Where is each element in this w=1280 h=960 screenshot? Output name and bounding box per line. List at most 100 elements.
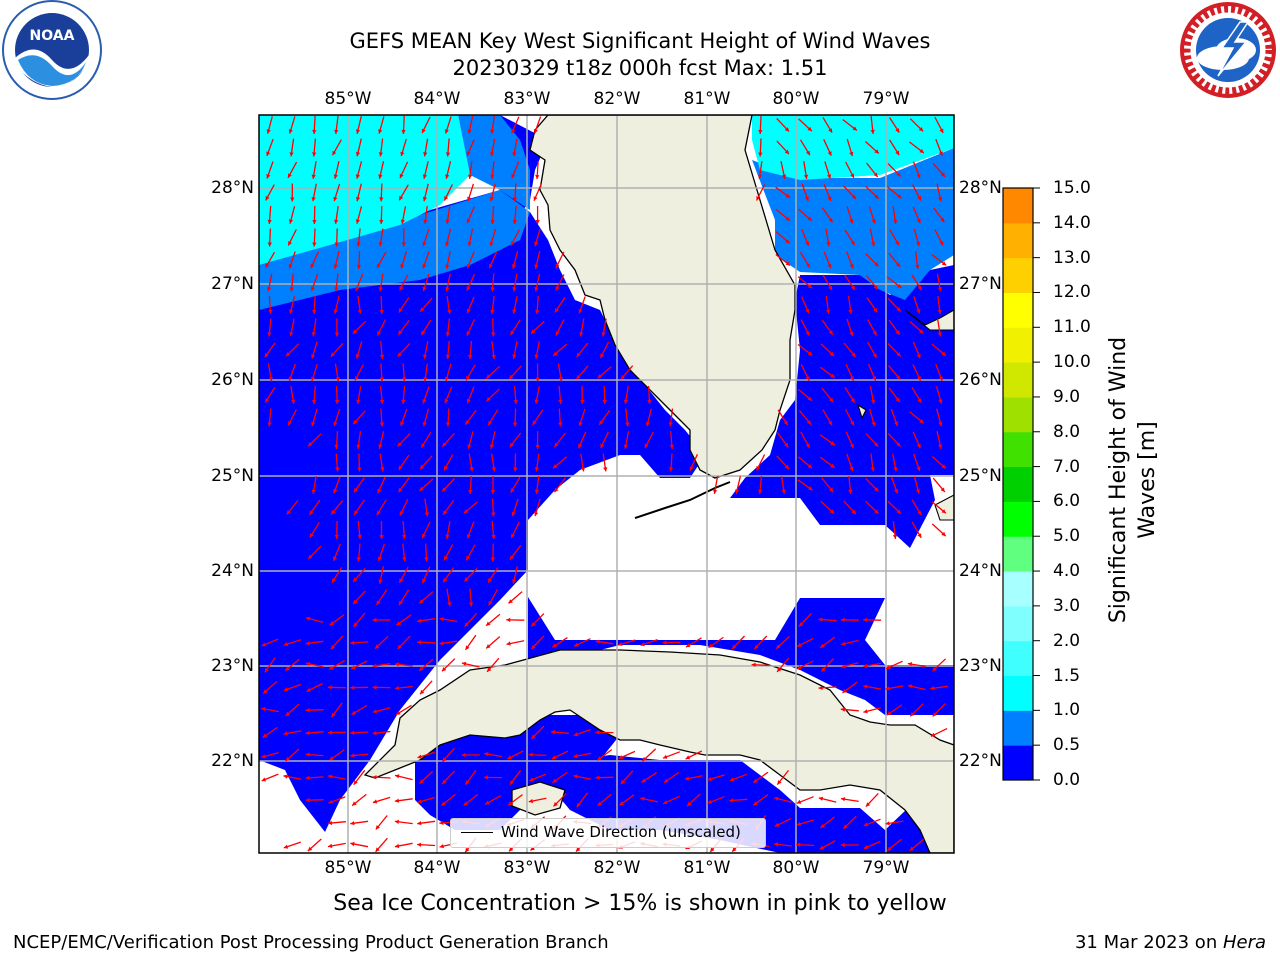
wave-direction-arrowhead xyxy=(804,196,809,201)
wave-direction-arrowhead xyxy=(420,689,425,695)
wave-direction-arrowhead xyxy=(491,512,496,517)
wave-direction-arrowhead xyxy=(283,642,289,647)
wave-direction-arrowhead xyxy=(377,556,382,561)
lon-label-top: 85°W xyxy=(324,89,372,109)
wave-direction-arrowhead xyxy=(623,399,629,404)
wave-direction-arrowhead xyxy=(465,780,470,785)
wave-direction-arrowhead xyxy=(919,329,924,334)
wave-direction-arrowhead xyxy=(618,755,624,759)
wave-direction-arrowhead xyxy=(821,667,826,672)
wave-direction-arrowhead xyxy=(394,819,399,824)
wave-direction-arrowhead xyxy=(797,642,802,647)
wave-direction-arrowhead xyxy=(870,242,876,247)
wave-direction-arrowhead xyxy=(372,663,377,668)
wave-direction-arrowhead xyxy=(422,286,427,292)
wave-direction-arrowhead xyxy=(334,219,339,224)
wave-direction-arrowhead xyxy=(334,287,339,292)
wave-direction-arrowhead xyxy=(785,216,790,221)
wave-direction-arrowhead xyxy=(266,129,271,134)
wave-direction-arrowhead xyxy=(357,309,362,314)
wave-direction-arrowhead xyxy=(597,801,602,806)
wave-direction-arrowhead xyxy=(573,732,579,737)
wave-direction-arrowhead xyxy=(305,798,310,803)
wave-direction-arrowhead xyxy=(379,220,384,224)
wave-direction-arrowhead xyxy=(422,264,427,269)
wave-direction-arrowhead xyxy=(399,173,404,179)
wave-direction-arrowhead xyxy=(417,754,422,759)
wave-direction-arrowhead xyxy=(486,621,491,626)
wave-direction-arrowhead xyxy=(376,600,381,605)
wave-direction-arrowhead xyxy=(828,330,833,335)
colorbar-tick-label: 2.0 xyxy=(1053,630,1081,651)
wave-direction-arrowhead xyxy=(305,661,311,667)
wave-direction-arrowhead xyxy=(600,443,605,449)
wave-direction-arrowhead xyxy=(467,444,472,449)
wave-direction-arrowhead xyxy=(916,443,921,449)
wave-direction-arrowhead xyxy=(419,486,424,491)
colorbar-title-line1: Significant Height of Wind xyxy=(1106,336,1131,624)
wave-direction-arrowhead xyxy=(512,197,518,202)
wave-direction-arrowhead xyxy=(423,219,428,224)
wave-direction-arrowhead xyxy=(398,465,403,470)
wave-direction-arrowhead xyxy=(531,644,536,649)
lat-label-right: 22°N xyxy=(959,751,1002,771)
wave-direction-arrowhead xyxy=(353,599,358,605)
wave-direction-arrowhead xyxy=(932,712,937,717)
wave-direction-arrowhead xyxy=(796,821,801,826)
wave-direction-arrowhead xyxy=(941,509,946,514)
wave-direction-arrowhead xyxy=(466,218,471,224)
wave-direction-arrowhead xyxy=(266,287,272,292)
wave-direction-arrowhead xyxy=(941,351,946,356)
wave-direction-arrowhead xyxy=(663,754,668,759)
lon-label-bottom: 83°W xyxy=(503,858,551,878)
chart-title-line2: 20230329 t18z 000h fcst Max: 1.51 xyxy=(452,56,828,80)
wave-direction-arrowhead xyxy=(333,421,338,427)
wave-direction-arrowhead xyxy=(379,197,384,202)
wave-direction-arrowhead xyxy=(439,844,444,849)
wave-direction-arrowhead xyxy=(785,261,790,266)
map-legend: Wind Wave Direction (unscaled) xyxy=(450,818,766,848)
lon-label-bottom: 82°W xyxy=(593,858,641,878)
wave-direction-arrowhead xyxy=(534,287,539,292)
wave-direction-arrowhead xyxy=(531,622,536,627)
lat-label-left: 27°N xyxy=(211,274,254,294)
wave-direction-arrowhead xyxy=(576,802,581,808)
wave-direction-arrowhead xyxy=(916,309,921,314)
wave-direction-arrowhead xyxy=(827,263,832,269)
lon-label-bottom: 79°W xyxy=(862,858,910,878)
wave-direction-arrowhead xyxy=(283,844,289,849)
wave-direction-arrowhead xyxy=(870,399,876,404)
wave-direction-arrowhead xyxy=(334,129,339,134)
wave-direction-arrowhead xyxy=(311,421,316,427)
colorbar-segment xyxy=(1003,710,1033,746)
wave-direction-arrowhead xyxy=(285,711,290,716)
wave-direction-arrowhead xyxy=(827,174,832,179)
lon-label-bottom: 85°W xyxy=(324,858,372,878)
wave-direction-arrowhead xyxy=(465,645,470,650)
wave-direction-arrowhead xyxy=(896,172,901,177)
wave-direction-arrowhead xyxy=(466,534,471,539)
wave-direction-arrowhead xyxy=(554,487,559,493)
wave-direction-arrowhead xyxy=(441,801,446,806)
wave-direction-arrowhead xyxy=(796,842,801,847)
wave-direction-arrowhead xyxy=(534,399,539,404)
wave-direction-arrowhead xyxy=(840,617,845,622)
wave-direction-arrowhead xyxy=(886,665,891,670)
wave-direction-arrowhead xyxy=(328,843,333,848)
colorbar-segment xyxy=(1003,327,1033,363)
colorbar-tick-label: 15.0 xyxy=(1053,178,1091,198)
wave-direction-arrowhead xyxy=(871,421,876,427)
wave-direction-arrowhead xyxy=(355,376,359,381)
wave-direction-arrowhead xyxy=(826,309,831,314)
wave-direction-arrowhead xyxy=(444,196,449,201)
wave-direction-arrowhead xyxy=(262,733,267,738)
wave-direction-arrowhead xyxy=(535,445,540,449)
wave-direction-arrowhead xyxy=(597,374,602,379)
wave-direction-arrowhead xyxy=(267,332,272,337)
wave-direction-arrowhead xyxy=(939,241,944,246)
wave-direction-arrowhead xyxy=(871,219,876,224)
colorbar-title-line2: Waves [m] xyxy=(1135,421,1160,539)
wave-direction-arrowhead xyxy=(469,467,474,472)
lon-label-bottom: 80°W xyxy=(772,858,820,878)
wave-direction-arrowhead xyxy=(576,352,581,357)
